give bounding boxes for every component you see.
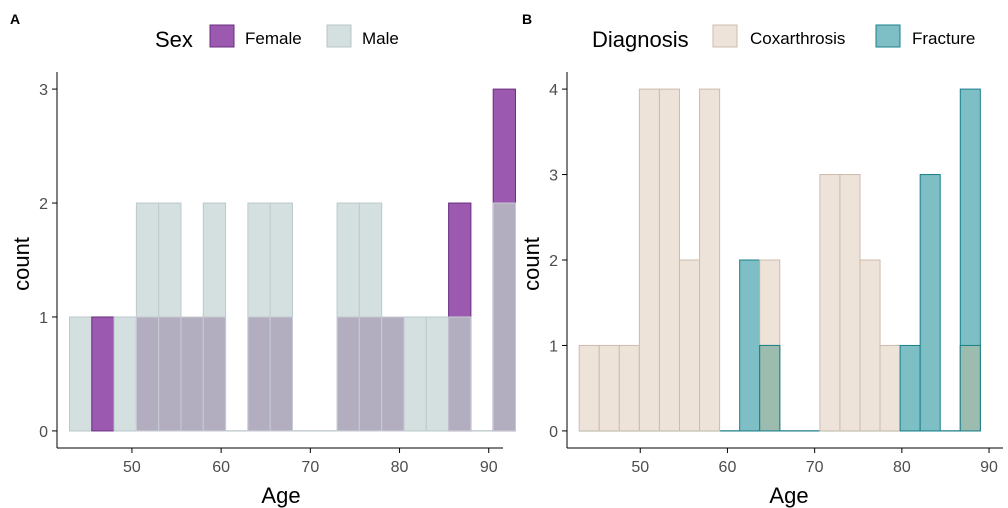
legend-b-key-coxarthrosis <box>712 24 738 48</box>
bar-coxarthrosis-b-5 <box>678 259 701 432</box>
y-tick-label-b-3: 3 <box>549 168 558 185</box>
x-tick-label-b-90: 90 <box>980 459 998 476</box>
x-axis-label-a: Age <box>261 483 300 508</box>
x-axis-label-b: Age <box>769 483 808 508</box>
panel-b: B Diagnosis Coxarthrosis Fracture 50 60 70… <box>519 11 1003 508</box>
bar-coxarthrosis-b-0 <box>578 344 600 432</box>
x-tick-label-a-50: 50 <box>123 459 141 476</box>
legend-b-label-coxarthrosis: Coxarthrosis <box>750 29 845 48</box>
bar-overlap-a-9 <box>269 316 293 432</box>
legend-b-title: Diagnosis <box>592 27 689 52</box>
y-tick-label-b-4: 4 <box>549 82 558 99</box>
bar-overlap-a-17 <box>448 316 472 432</box>
panel-a-label: A <box>10 11 20 27</box>
bar-coxarthrosis-b-14 <box>859 259 881 432</box>
bar-male-a-16 <box>425 316 450 432</box>
legend-b: Diagnosis Coxarthrosis Fracture <box>592 24 975 52</box>
legend-a-label-female: Female <box>245 29 302 48</box>
x-tick-label-b-60: 60 <box>719 459 737 476</box>
bar-overlap-a-14 <box>381 316 405 432</box>
bar-fracture-b-8 <box>739 259 761 432</box>
bar-overlap-a-13 <box>358 316 383 432</box>
bar-coxarthrosis-b-15 <box>879 344 901 432</box>
panel-b-label: B <box>522 11 532 27</box>
x-tick-label-a-90: 90 <box>480 459 498 476</box>
y-tick-label-a-2: 2 <box>39 196 48 213</box>
bar-fracture-b-17 <box>919 174 941 432</box>
x-tick-label-b-80: 80 <box>893 459 911 476</box>
x-tick-label-a-60: 60 <box>212 459 230 476</box>
bar-overlap-a-8 <box>247 316 271 432</box>
bars-a <box>68 88 516 432</box>
x-tick-label-b-50: 50 <box>631 459 649 476</box>
y-tick-label-a-0: 0 <box>39 424 48 441</box>
y-tick-label-a-3: 3 <box>39 82 48 99</box>
legend-b-key-fracture <box>875 24 901 48</box>
y-tick-label-a-1: 1 <box>39 310 48 327</box>
legend-a-title: Sex <box>155 27 193 52</box>
legend-a-key-male <box>326 24 352 48</box>
x-tick-label-b-70: 70 <box>806 459 824 476</box>
legend-b-label-fracture: Fracture <box>912 29 975 48</box>
legend-a-label-male: Male <box>362 29 399 48</box>
bar-coxarthrosis-b-4 <box>658 88 680 432</box>
bar-fracture-b-16 <box>899 344 921 432</box>
x-tick-label-a-80: 80 <box>391 459 409 476</box>
legend-a-key-female <box>209 24 235 48</box>
y-axis-label-b: count <box>519 237 544 291</box>
bar-overlap-b-9 <box>759 344 781 432</box>
axes-b: 50 60 70 80 90 0 1 2 3 4 <box>549 72 1003 476</box>
bar-overlap-a-6 <box>202 316 227 432</box>
bars-b <box>578 88 981 432</box>
bar-female-a-1 <box>91 316 115 432</box>
y-axis-label-a: count <box>9 237 34 291</box>
panel-a: A Sex Female Male 50 60 70 80 90 0 1 2 3 Age cou… <box>9 11 516 508</box>
bar-male-a-0 <box>68 316 93 432</box>
bar-coxarthrosis-b-12 <box>819 174 841 432</box>
legend-a: Sex Female Male <box>155 24 399 52</box>
bar-coxarthrosis-b-2 <box>618 344 640 432</box>
bar-overlap-a-12 <box>336 316 360 432</box>
bar-male-a-2 <box>113 316 137 432</box>
bar-overlap-b-19 <box>959 344 981 432</box>
bar-coxarthrosis-b-1 <box>598 344 620 432</box>
bar-coxarthrosis-b-13 <box>839 174 861 432</box>
bar-overlap-a-3 <box>135 316 160 432</box>
bar-overlap-a-19 <box>492 202 516 432</box>
y-tick-label-b-1: 1 <box>549 338 558 355</box>
x-tick-label-a-70: 70 <box>301 459 319 476</box>
y-tick-label-b-0: 0 <box>549 424 558 441</box>
bar-coxarthrosis-b-6 <box>699 88 721 432</box>
bar-coxarthrosis-b-3 <box>638 88 660 432</box>
y-tick-label-b-2: 2 <box>549 253 558 270</box>
bar-overlap-a-5 <box>180 316 204 432</box>
bar-male-a-15 <box>403 316 427 432</box>
axes-a: 50 60 70 80 90 0 1 2 3 <box>39 72 503 476</box>
bar-overlap-a-4 <box>158 316 182 432</box>
